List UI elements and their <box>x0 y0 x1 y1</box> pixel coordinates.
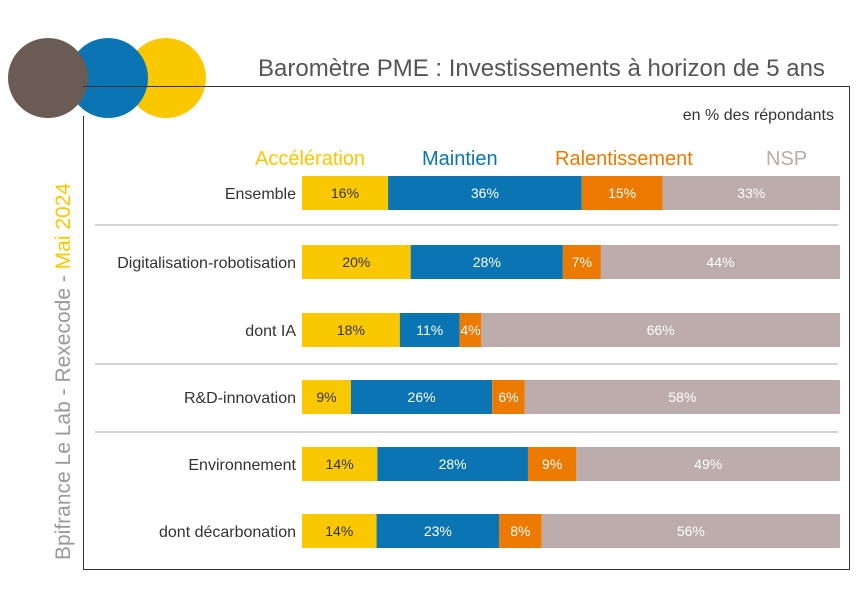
data-label: 26% <box>408 389 436 405</box>
category-label: dont IA <box>245 323 296 340</box>
bar-segment <box>302 380 351 414</box>
bar-segment <box>350 380 493 414</box>
bar-segment <box>302 514 377 548</box>
legend-item-maintien: Maintien <box>422 148 498 170</box>
category-label: R&D-innovation <box>184 390 296 407</box>
legend-item-acceleration: Accélération <box>255 148 366 170</box>
category-label: Digitalisation-robotisation <box>117 255 296 272</box>
bar-segment <box>499 514 542 548</box>
legend-item-ralentissement: Ralentissement <box>555 148 693 170</box>
bar-segment <box>377 447 528 481</box>
logo-circle-brown <box>8 38 88 118</box>
data-label: 28% <box>473 254 501 270</box>
category-label: Environnement <box>188 457 296 474</box>
data-label: 14% <box>325 523 353 539</box>
bar-segment <box>388 176 582 210</box>
bar-segment <box>302 176 389 210</box>
data-label: 44% <box>706 254 734 270</box>
data-label: 6% <box>498 389 518 405</box>
data-label: 20% <box>342 254 370 270</box>
frame-border-top <box>83 86 850 87</box>
data-label: 33% <box>737 185 765 201</box>
data-label: 14% <box>326 456 354 472</box>
data-label: 36% <box>471 185 499 201</box>
data-label: 9% <box>542 456 562 472</box>
frame-border-left <box>83 116 84 570</box>
bar-segment <box>527 447 577 481</box>
bar-segment <box>562 245 601 279</box>
bar-segment <box>376 514 500 548</box>
bar-segment <box>302 447 378 481</box>
data-label: 16% <box>331 185 359 201</box>
bar-segment <box>459 313 482 347</box>
data-label: 58% <box>668 389 696 405</box>
chart-subtitle: en % des répondants <box>682 107 834 124</box>
data-label: 18% <box>337 322 365 338</box>
data-label: 49% <box>694 456 722 472</box>
data-label: 9% <box>316 389 336 405</box>
data-label: 28% <box>439 456 467 472</box>
bar-segment <box>541 514 840 548</box>
data-label: 66% <box>647 322 675 338</box>
bar-segment <box>492 380 525 414</box>
data-label: 15% <box>608 185 636 201</box>
data-label: 7% <box>572 254 592 270</box>
bar-segment <box>481 313 840 347</box>
bar-segment <box>399 313 460 347</box>
frame-border-right <box>849 86 850 570</box>
data-label: 11% <box>416 322 443 338</box>
bar-segment <box>524 380 840 414</box>
chart-title: Baromètre PME : Investissements à horizo… <box>258 55 825 82</box>
bar-segment <box>302 245 411 279</box>
category-label: Ensemble <box>225 186 296 203</box>
bar-segment <box>410 245 563 279</box>
legend-item-nsp: NSP <box>766 148 808 170</box>
bar-segment <box>600 245 840 279</box>
data-label: 56% <box>677 523 705 539</box>
bar-segment <box>302 313 400 347</box>
bar-segment <box>662 176 840 210</box>
data-label: 23% <box>424 523 452 539</box>
frame-border-bottom <box>83 569 850 570</box>
data-label: 4% <box>460 322 480 338</box>
data-label: 8% <box>510 523 530 539</box>
category-label: dont décarbonation <box>159 524 296 541</box>
bar-segment <box>576 447 840 481</box>
bar-segment <box>581 176 663 210</box>
